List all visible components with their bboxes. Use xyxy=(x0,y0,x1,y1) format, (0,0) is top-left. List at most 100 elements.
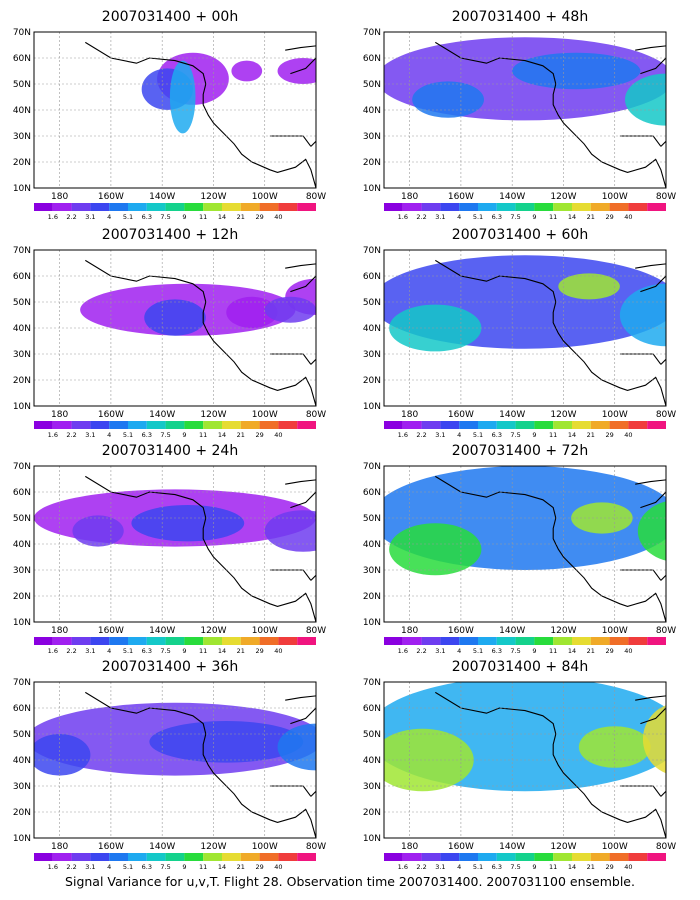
colorbar-label: 7.5 xyxy=(510,647,520,654)
colorbar-swatch xyxy=(259,637,279,645)
variance-contour xyxy=(642,705,666,774)
colorbar-swatch xyxy=(278,853,298,861)
colorbar-swatch xyxy=(628,853,648,861)
colorbar-label: 7.5 xyxy=(510,863,520,870)
map-svg: 70N 60N 50N 40N 30N 20N 10N 180 160W 140W 120W 100W… xyxy=(363,246,676,438)
lon-label: 140W xyxy=(499,842,525,852)
lon-label: 100W xyxy=(602,192,628,202)
colorbar-swatch xyxy=(52,853,72,861)
map-panel-4: 2007031400 + 60h 70N 60N 50N 40N 30N 20N 10N 18… xyxy=(350,226,690,438)
lon-label: 140W xyxy=(149,192,175,202)
colorbar-label: 21 xyxy=(587,863,595,870)
colorbar-swatch xyxy=(609,637,629,645)
colorbar-swatch xyxy=(459,421,478,429)
lat-label: 10N xyxy=(363,402,381,412)
lat-label: 10N xyxy=(363,618,381,628)
lon-label: 120W xyxy=(200,626,226,636)
lat-label: 60N xyxy=(363,488,381,498)
lon-label: 140W xyxy=(149,410,175,420)
variance-contour xyxy=(389,304,482,352)
colorbar-swatch xyxy=(71,853,91,861)
panel-title: 2007031400 + 24h xyxy=(101,443,239,459)
lon-label: 120W xyxy=(550,842,576,852)
lon-label: 140W xyxy=(499,626,525,636)
lon-label: 100W xyxy=(252,410,278,420)
colorbar-swatch xyxy=(496,853,516,861)
colorbar-label: 14 xyxy=(218,647,226,654)
lon-label: 120W xyxy=(550,192,576,202)
variance-contour xyxy=(512,52,641,90)
lat-label: 70N xyxy=(13,678,31,688)
colorbar-swatch xyxy=(203,203,222,211)
colorbar-swatch xyxy=(384,203,403,211)
lat-label: 30N xyxy=(13,566,31,576)
lat-label: 70N xyxy=(363,462,381,472)
lat-label: 50N xyxy=(13,514,31,524)
coastline xyxy=(635,45,666,51)
colorbar-label: 5.1 xyxy=(473,863,483,870)
lat-label: 10N xyxy=(13,402,31,412)
colorbar-swatch xyxy=(128,203,147,211)
lon-label: 140W xyxy=(149,626,175,636)
colorbar-swatch xyxy=(534,637,554,645)
colorbar-swatch xyxy=(609,203,629,211)
lon-label: 80W xyxy=(306,410,326,420)
colorbar-swatch xyxy=(421,421,441,429)
colorbar-swatch xyxy=(71,421,91,429)
coastline xyxy=(285,45,316,51)
colorbar-swatch xyxy=(184,853,204,861)
colorbar-swatch xyxy=(165,421,185,429)
panel-title: 2007031400 + 12h xyxy=(101,227,239,243)
plot-frame xyxy=(383,249,667,407)
colorbar-swatch xyxy=(90,203,110,211)
lat-label: 30N xyxy=(363,350,381,360)
colorbar-swatch xyxy=(222,637,241,645)
coastline xyxy=(435,41,666,188)
colorbar-label: 3.1 xyxy=(435,863,445,870)
colorbar-swatch xyxy=(590,637,610,645)
lat-label: 50N xyxy=(13,730,31,740)
colorbar-label: 11 xyxy=(549,431,557,438)
lat-label: 50N xyxy=(363,80,381,90)
lat-label: 30N xyxy=(13,132,31,142)
lon-label: 120W xyxy=(200,192,226,202)
colorbar-label: 1.6 xyxy=(48,213,58,220)
colorbar-label: 40 xyxy=(274,863,282,870)
variance-field xyxy=(80,259,316,406)
coastline xyxy=(285,695,316,701)
lon-label: 100W xyxy=(252,626,278,636)
colorbar-swatch xyxy=(590,853,610,861)
colorbar-swatch xyxy=(184,637,204,645)
variance-contour xyxy=(72,515,124,547)
lon-label: 100W xyxy=(252,192,278,202)
colorbar-swatch xyxy=(34,637,53,645)
colorbar-swatch xyxy=(628,203,648,211)
lat-label: 40N xyxy=(363,756,381,766)
colorbar-label: 40 xyxy=(624,863,632,870)
colorbar-swatch xyxy=(90,853,110,861)
lon-label: 80W xyxy=(306,192,326,202)
colorbar-label: 21 xyxy=(587,431,595,438)
coastline xyxy=(640,707,666,725)
colorbar-label: 7.5 xyxy=(510,213,520,220)
lon-label: 160W xyxy=(448,842,474,852)
colorbar-swatch xyxy=(534,203,554,211)
colorbar-swatch xyxy=(515,421,535,429)
lon-label: 180 xyxy=(51,192,68,202)
map-panel-1: 2007031400 + 00h 70N 60N 50N 40N 30N 20N 10N 18… xyxy=(0,8,340,220)
colorbar-swatch xyxy=(440,637,460,645)
colorbar-label: 14 xyxy=(218,863,226,870)
panel-title: 2007031400 + 00h xyxy=(101,9,239,25)
colorbar-label: 29 xyxy=(255,863,263,870)
lon-label: 160W xyxy=(98,192,124,202)
plot-frame xyxy=(383,31,667,189)
variance-contour xyxy=(34,734,91,776)
colorbar-label: 3.1 xyxy=(435,431,445,438)
colorbar-swatch xyxy=(240,421,260,429)
lon-label: 80W xyxy=(656,410,676,420)
lat-label: 60N xyxy=(363,704,381,714)
colorbar-label: 6.3 xyxy=(142,863,152,870)
colorbar-label: 21 xyxy=(587,647,595,654)
colorbar-swatch xyxy=(222,421,241,429)
lon-label: 80W xyxy=(656,626,676,636)
